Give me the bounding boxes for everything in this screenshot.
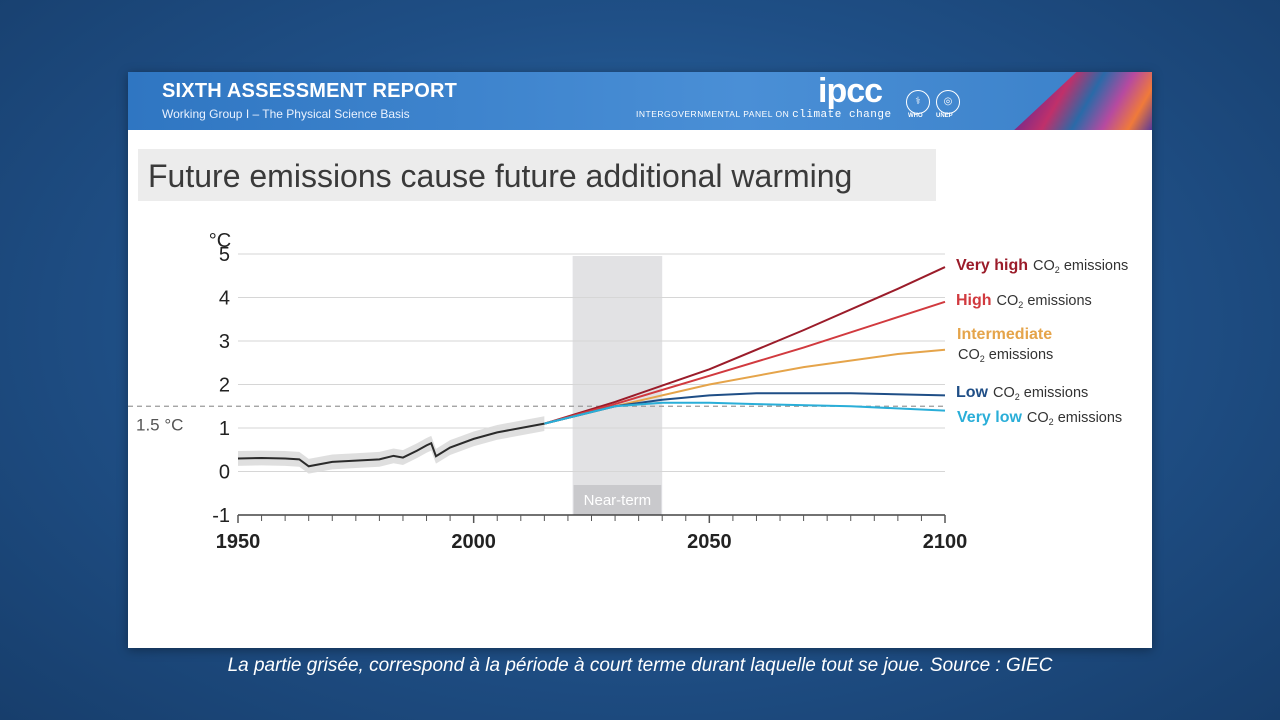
chart-title-background — [138, 149, 936, 201]
legend-co2-subscript: 2 — [1049, 417, 1054, 427]
legend-emissions-text: emissions — [1023, 293, 1092, 309]
legend-scenario-name: Low — [956, 384, 989, 401]
who-emblem-icon: ⚕ — [906, 90, 930, 114]
legend-co2-text: CO — [993, 385, 1015, 401]
legend-scenario-name: Very low — [957, 409, 1022, 426]
ipcc-fullname-suffix: climate change — [792, 109, 892, 121]
report-banner: SIXTH ASSESSMENT REPORT Working Group I … — [128, 72, 1152, 130]
ipcc-logo: ipcc — [818, 72, 883, 110]
who-label: WHO — [908, 113, 923, 119]
y-tick-label: 0 — [219, 462, 230, 484]
series-line-very-high — [544, 266, 946, 425]
report-title: SIXTH ASSESSMENT REPORT — [162, 80, 458, 102]
legend-co2-text: CO — [958, 347, 980, 363]
legend-scenario-name: Intermediate — [957, 326, 1052, 343]
legend-label: Very low CO2 emissions — [957, 409, 1122, 427]
slide-caption: La partie grisée, correspond à la périod… — [227, 655, 1053, 676]
y-tick-label: 5 — [219, 244, 230, 266]
y-tick-label: 3 — [219, 331, 230, 353]
x-tick-label: 2100 — [923, 531, 968, 553]
legend-label: Low CO2 emissions — [956, 384, 1088, 402]
ipcc-fullname: INTERGOVERNMENTAL PANEL ON climate chang… — [636, 109, 892, 121]
legend-co2-text: CO — [1027, 410, 1049, 426]
legend-emissions-text: emissions — [985, 347, 1054, 363]
legend-label: High CO2 emissions — [956, 292, 1092, 310]
y-axis-unit-label: °C — [209, 230, 231, 252]
near-term-label-box — [573, 485, 662, 515]
x-tick-label: 2000 — [451, 531, 496, 553]
legend-emissions-text: emissions — [1020, 385, 1089, 401]
legend-label: Very high CO2 emissions — [956, 257, 1128, 275]
legend-label: Intermediate CO2 emissions — [957, 326, 1053, 364]
near-term-band — [572, 256, 663, 515]
legend-emissions-text: emissions — [1054, 410, 1123, 426]
x-tick-label: 2050 — [687, 531, 732, 553]
legend-emissions-text: emissions — [1060, 258, 1129, 274]
legend-scenario-name: High — [956, 292, 992, 309]
historical-series-line — [237, 422, 545, 468]
series-line-very-low — [544, 401, 946, 425]
unep-label: UNEP — [936, 113, 953, 119]
series-line-high — [544, 300, 946, 425]
legend-co2-subscript: 2 — [1018, 300, 1023, 310]
y-tick-label: 1 — [219, 418, 230, 440]
legend-co2-subscript: 2 — [1055, 265, 1060, 275]
historical-uncertainty-band — [238, 416, 545, 474]
y-tick-label: 4 — [219, 288, 230, 310]
y-tick-label: 2 — [219, 375, 230, 397]
report-subtitle: Working Group I – The Physical Science B… — [162, 107, 410, 121]
legend-scenario-name: Very high — [956, 257, 1028, 274]
unep-emblem-icon: ◎ — [936, 90, 960, 114]
chart-title: Future emissions cause future additional… — [148, 158, 853, 194]
y-tick-label: -1 — [212, 505, 230, 527]
legend-co2-subscript: 2 — [980, 354, 985, 364]
reference-line-label: 1.5 °C — [136, 415, 183, 434]
x-tick-label: 1950 — [216, 531, 261, 553]
warming-chart: Near-term -1 0 1 2 3 4 5°C 1950 2000 2050 2100 1.5 °… — [128, 230, 1128, 553]
near-term-label: Near-term — [584, 492, 652, 509]
ipcc-fullname-prefix: INTERGOVERNMENTAL PANEL ON — [636, 109, 790, 119]
legend-co2-text: CO — [1033, 258, 1055, 274]
legend-co2-subscript: 2 — [1015, 392, 1020, 402]
slide: SIXTH ASSESSMENT REPORT Working Group I … — [128, 72, 1152, 648]
legend-co2-text: CO — [997, 293, 1019, 309]
